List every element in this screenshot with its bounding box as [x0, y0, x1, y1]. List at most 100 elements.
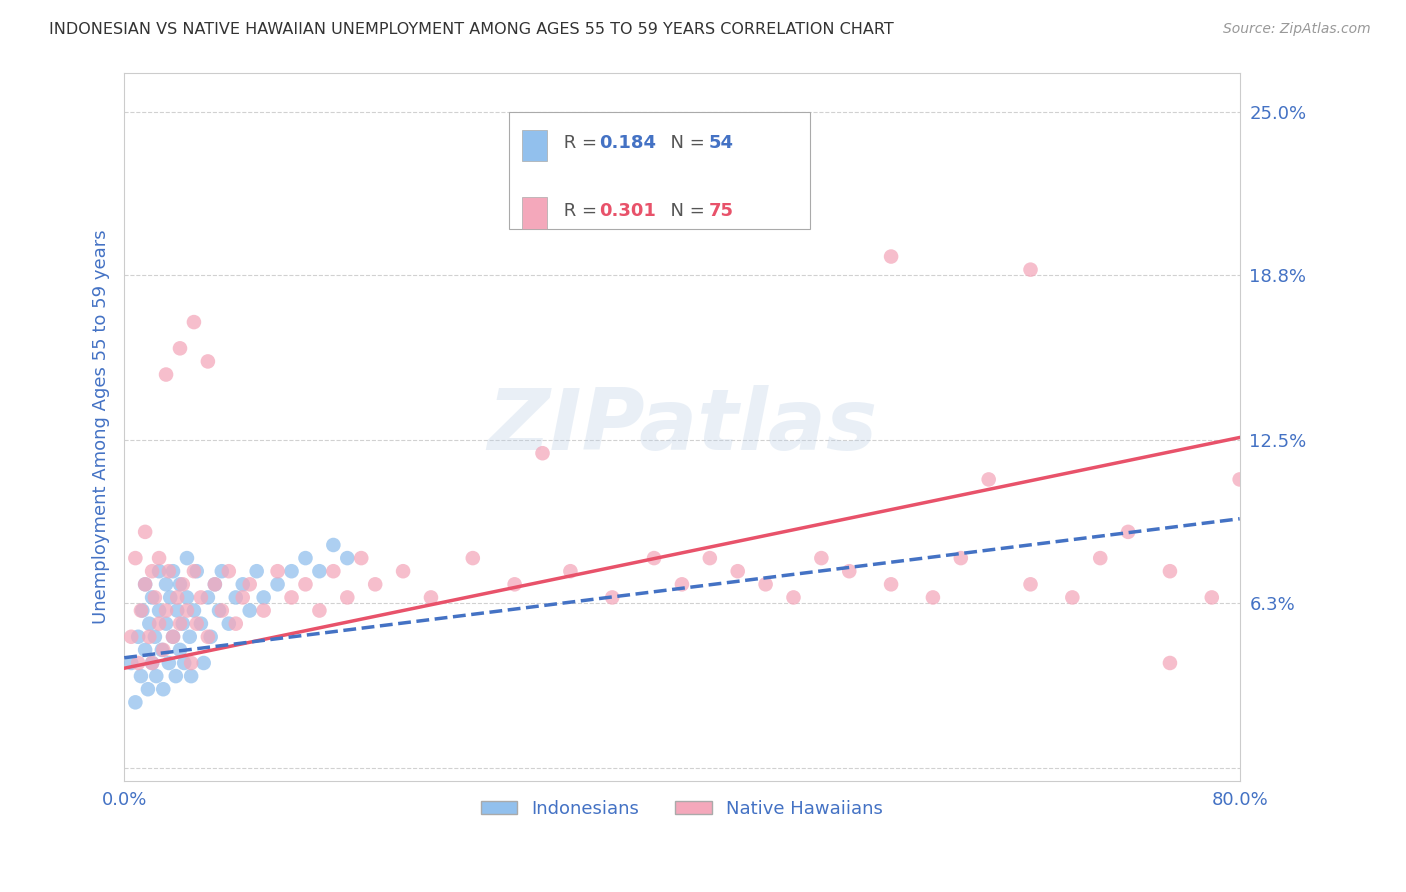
Point	[364, 577, 387, 591]
Point	[172, 616, 194, 631]
Point	[169, 643, 191, 657]
Point	[162, 630, 184, 644]
Point	[308, 603, 330, 617]
Point	[461, 551, 484, 566]
Point	[197, 630, 219, 644]
Text: 0.184: 0.184	[599, 135, 657, 153]
Point	[152, 682, 174, 697]
Point	[157, 564, 180, 578]
Point	[350, 551, 373, 566]
Point	[166, 603, 188, 617]
Point	[246, 564, 269, 578]
Point	[155, 368, 177, 382]
Point	[838, 564, 860, 578]
Point	[211, 603, 233, 617]
Bar	[523, 129, 547, 161]
Point	[322, 564, 344, 578]
Point	[239, 603, 262, 617]
Point	[193, 656, 215, 670]
Point	[134, 524, 156, 539]
Point	[280, 591, 302, 605]
Point	[166, 591, 188, 605]
Point	[176, 603, 198, 617]
Text: N =: N =	[658, 135, 710, 153]
Text: R =: R =	[558, 135, 603, 153]
Point	[169, 616, 191, 631]
Point	[253, 603, 276, 617]
Point	[922, 591, 945, 605]
Point	[197, 354, 219, 368]
Point	[134, 643, 156, 657]
Point	[120, 656, 142, 670]
Point	[172, 577, 194, 591]
Point	[129, 669, 152, 683]
Point	[741, 211, 763, 225]
Point	[169, 577, 191, 591]
Point	[155, 577, 177, 591]
Point	[755, 577, 778, 591]
Point	[173, 656, 195, 670]
Point	[152, 643, 174, 657]
Point	[180, 669, 202, 683]
Point	[336, 591, 359, 605]
Point	[165, 669, 187, 683]
Point	[150, 643, 173, 657]
Point	[308, 564, 330, 578]
Point	[197, 591, 219, 605]
Point	[1062, 591, 1084, 605]
Point	[169, 341, 191, 355]
Text: Source: ZipAtlas.com: Source: ZipAtlas.com	[1223, 22, 1371, 37]
Point	[420, 591, 443, 605]
Point	[134, 577, 156, 591]
Point	[159, 591, 181, 605]
Point	[186, 564, 208, 578]
Point	[977, 472, 1000, 486]
Point	[253, 591, 276, 605]
Point	[1090, 551, 1112, 566]
Text: 54: 54	[709, 135, 734, 153]
Y-axis label: Unemployment Among Ages 55 to 59 years: Unemployment Among Ages 55 to 59 years	[93, 229, 110, 624]
Point	[127, 656, 149, 670]
Point	[143, 630, 166, 644]
Point	[949, 551, 972, 566]
Point	[225, 616, 247, 631]
Text: 0.301: 0.301	[599, 202, 657, 219]
Point	[124, 551, 146, 566]
Point	[204, 577, 226, 591]
Bar	[523, 197, 547, 228]
Point	[176, 551, 198, 566]
Point	[136, 682, 159, 697]
Point	[127, 630, 149, 644]
Point	[141, 591, 163, 605]
Point	[218, 564, 240, 578]
Point	[155, 616, 177, 631]
Point	[157, 656, 180, 670]
Point	[145, 669, 167, 683]
Legend: Indonesians, Native Hawaiians: Indonesians, Native Hawaiians	[474, 793, 890, 825]
Text: 75: 75	[709, 202, 734, 219]
Point	[176, 591, 198, 605]
Point	[294, 577, 316, 591]
Point	[727, 564, 749, 578]
Point	[131, 603, 153, 617]
Point	[190, 591, 212, 605]
Point	[211, 564, 233, 578]
Point	[232, 591, 254, 605]
Point	[183, 603, 205, 617]
Point	[1201, 591, 1223, 605]
Point	[129, 603, 152, 617]
Point	[560, 184, 582, 198]
Text: ZIPatlas: ZIPatlas	[486, 385, 877, 468]
FancyBboxPatch shape	[509, 112, 810, 228]
Point	[643, 551, 665, 566]
Point	[280, 564, 302, 578]
Point	[782, 591, 804, 605]
Text: INDONESIAN VS NATIVE HAWAIIAN UNEMPLOYMENT AMONG AGES 55 TO 59 YEARS CORRELATION: INDONESIAN VS NATIVE HAWAIIAN UNEMPLOYME…	[49, 22, 894, 37]
Point	[141, 656, 163, 670]
Point	[183, 564, 205, 578]
Point	[179, 630, 201, 644]
Point	[200, 630, 222, 644]
Point	[190, 616, 212, 631]
Point	[699, 551, 721, 566]
Point	[162, 564, 184, 578]
